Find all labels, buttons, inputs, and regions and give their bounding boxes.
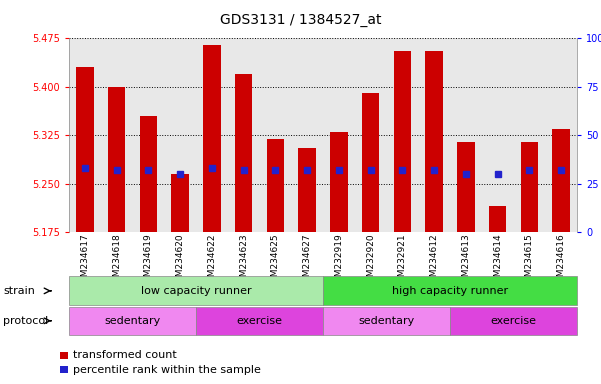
Text: exercise: exercise — [490, 316, 537, 326]
Bar — [362, 93, 379, 232]
Text: percentile rank within the sample: percentile rank within the sample — [73, 365, 261, 375]
Text: sedentary: sedentary — [358, 316, 415, 326]
Bar — [552, 129, 570, 232]
Bar — [426, 51, 443, 232]
Text: strain: strain — [3, 286, 35, 296]
Bar — [394, 51, 411, 232]
Bar — [108, 87, 126, 232]
Text: exercise: exercise — [237, 316, 282, 326]
Bar — [76, 68, 94, 232]
Bar — [235, 74, 252, 232]
Bar — [330, 132, 347, 232]
Text: high capacity runner: high capacity runner — [392, 286, 508, 296]
Bar — [267, 139, 284, 232]
Bar — [489, 207, 506, 232]
Bar — [520, 142, 538, 232]
Text: low capacity runner: low capacity runner — [141, 286, 251, 296]
Text: GDS3131 / 1384527_at: GDS3131 / 1384527_at — [220, 13, 381, 27]
Bar — [140, 116, 157, 232]
Text: sedentary: sedentary — [105, 316, 160, 326]
Bar — [299, 148, 316, 232]
Text: transformed count: transformed count — [73, 350, 177, 360]
Text: protocol: protocol — [3, 316, 48, 326]
Bar — [203, 45, 221, 232]
Bar — [457, 142, 475, 232]
Bar — [171, 174, 189, 232]
